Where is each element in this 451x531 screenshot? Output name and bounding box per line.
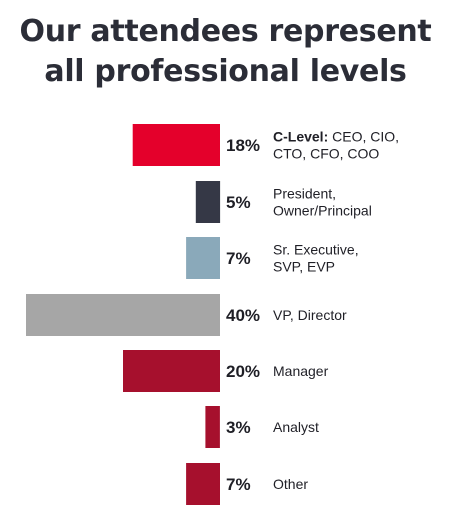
category-label-vp: VP, Director: [273, 307, 347, 323]
value-label-president: 5%: [226, 193, 251, 212]
category-label-analyst: Analyst: [273, 419, 319, 435]
value-label-other: 7%: [226, 475, 251, 494]
bar-manager: [123, 350, 220, 392]
category-label-sr-executive: Sr. Executive, SVP, EVP: [273, 242, 359, 275]
value-label-analyst: 3%: [226, 418, 251, 437]
category-label-c-level: C-Level: CEO, CIO, CTO, CFO, COO: [273, 129, 399, 162]
value-label-c-level: 18%: [226, 136, 260, 155]
category-label-other: Other: [273, 476, 308, 492]
bar-c-level: [132, 124, 220, 166]
bar-other: [186, 463, 220, 505]
bar-president: [195, 181, 221, 223]
value-label-sr-executive: 7%: [226, 249, 251, 268]
chart-title-line-1: Our attendees represent: [19, 14, 432, 49]
category-label-manager: Manager: [273, 363, 329, 379]
category-label-president: President, Owner/Principal: [273, 186, 372, 219]
value-label-vp: 40%: [226, 306, 260, 325]
bar-sr-executive: [186, 237, 220, 279]
bar-vp: [26, 294, 220, 336]
chart-title: Our attendees represent all professional…: [0, 12, 451, 92]
chart-title-line-2: all professional levels: [44, 54, 407, 89]
bar-analyst: [205, 406, 220, 448]
value-label-manager: 20%: [226, 362, 260, 381]
